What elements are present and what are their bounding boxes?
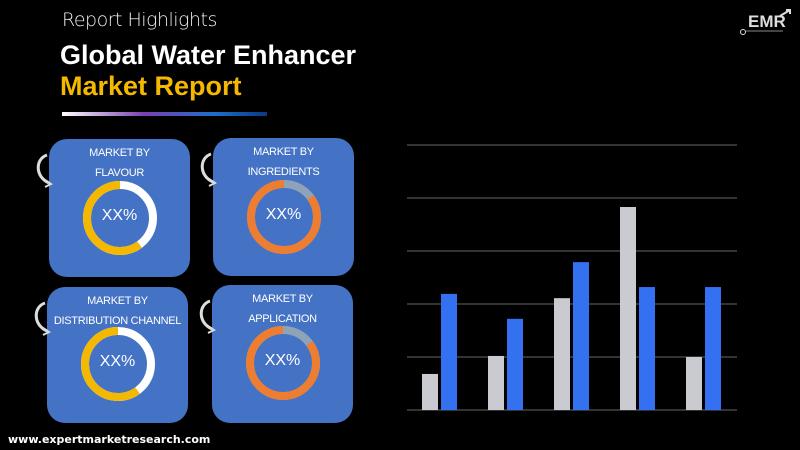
emr-logo: EMR [740,9,791,35]
percentage-value: XX% [101,207,138,224]
donut-fill [80,327,155,401]
curved-arrow-icon [36,153,53,188]
svg-text:EMR: EMR [748,12,786,31]
bar-series1-group1 [422,373,438,410]
donut-chart: XX% [243,323,323,403]
report-title-line2: Market Report [60,71,242,101]
card-title-line2: INGREDIENTS [247,166,320,178]
bar-series2-group4 [639,287,655,410]
report-subtitle: Report Highlights [62,9,217,31]
card-title-line1: MARKET BY [89,147,150,159]
footer-url[interactable]: www.expertmarketresearch.com [8,433,211,446]
bar-series1-group4 [620,207,636,410]
bar-series2-group1 [441,293,457,410]
percentage-value: XX% [265,206,302,223]
donut-chart: XX% [78,324,158,404]
bar-series2-group2 [507,318,523,410]
card-title-line2: DISTRIBUTION CHANNEL [53,315,182,327]
card-market-by-ingredients: MARKET BY INGREDIENTS XX% [213,138,354,276]
gradient-divider [62,112,267,116]
percentage-value: XX% [264,352,301,369]
card-market-by-distribution-channel: MARKET BY DISTRIBUTION CHANNEL XX% [47,287,188,423]
donut-fill [82,181,157,255]
bar-series1-group2 [488,355,504,410]
card-market-by-application: MARKET BY APPLICATION XX% [212,285,353,423]
curved-arrow-icon [199,299,216,334]
card-title-line1: MARKET BY [252,293,313,305]
donut-fill [245,326,320,400]
percentage-value: XX% [99,353,136,370]
card-title-line2: FLAVOUR [94,167,145,179]
bar-series1-group3 [554,298,570,410]
donut-fill [246,180,321,254]
donut-chart: XX% [244,177,324,257]
bar-series2-group5 [705,287,721,410]
bar-series2-group3 [573,262,589,410]
donut-chart: XX% [80,178,160,258]
bar-series1-group5 [686,357,702,410]
curved-arrow-icon [34,301,51,336]
curved-arrow-icon [200,152,217,187]
card-title-line2: APPLICATION [248,313,317,325]
card-title-line1: MARKET BY [253,146,314,158]
report-title-line1: Global Water Enhancer [60,40,357,70]
card-market-by-flavour: MARKET BY FLAVOUR XX% [49,139,190,277]
card-title-line1: MARKET BY [87,295,148,307]
